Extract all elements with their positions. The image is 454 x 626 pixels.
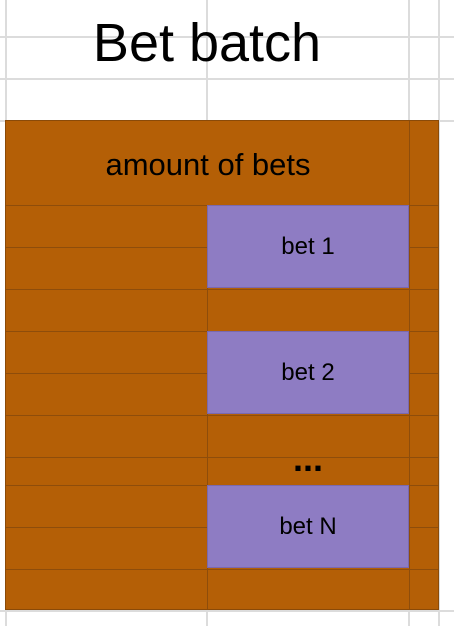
ellipsis-marker: ...: [292, 438, 323, 479]
amount-of-bets-label: amount of bets: [105, 147, 311, 182]
bet-cell-n: bet N: [207, 485, 409, 568]
bet-cell-2: bet 2: [207, 331, 409, 414]
bet-cell-1: bet 1: [207, 205, 409, 288]
bet-batch-block: amount of bets bet 1 bet 2 ... bet N: [5, 120, 439, 610]
diagram-title: Bet batch: [92, 13, 322, 73]
